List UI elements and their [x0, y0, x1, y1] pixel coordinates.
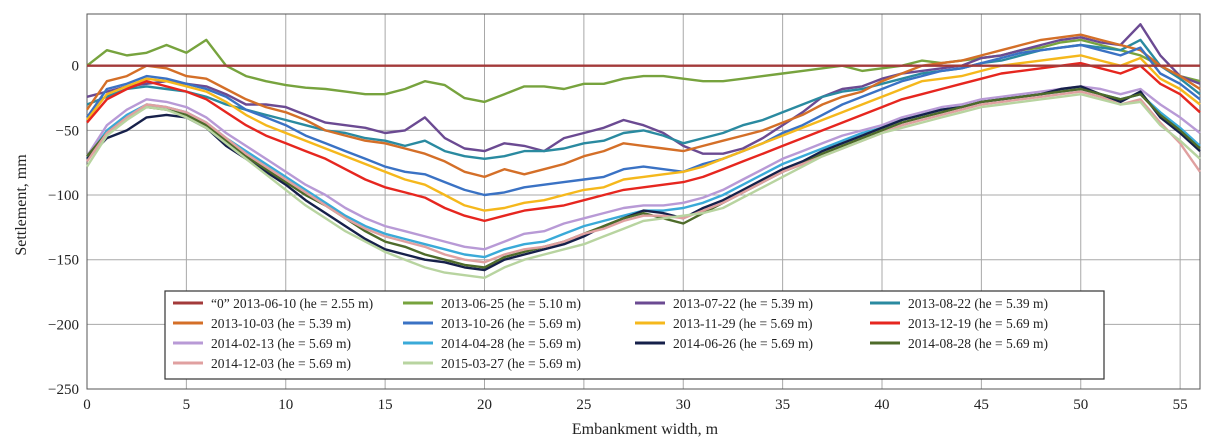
- y-tick-label: −200: [48, 317, 79, 333]
- x-tick-label: 40: [875, 397, 890, 413]
- legend-label: 2014-08-28 (he = 5.69 m): [908, 336, 1048, 351]
- legend-label: 2013-06-25 (he = 5.10 m): [441, 296, 581, 311]
- legend-box: [164, 290, 1105, 380]
- x-tick-label: 50: [1073, 397, 1088, 413]
- series-line: [86, 23, 1201, 155]
- series-line: [86, 87, 1201, 259]
- series-line: [86, 43, 1201, 197]
- y-tick-label: −150: [48, 253, 79, 269]
- x-tick-label: 55: [1173, 397, 1188, 413]
- axes: 0 5 10 15 20 25 30 35 40 45 50 55 0 −50 −100 −150 −200 −2…: [48, 13, 1201, 413]
- series-line: [86, 87, 1201, 269]
- x-tick-label: 10: [278, 397, 293, 413]
- legend-label: 2013-07-22 (he = 5.39 m): [673, 296, 813, 311]
- legend-label: 2013-11-29 (he = 5.69 m): [673, 316, 812, 331]
- y-axis-title: Settlement, mm: [13, 154, 30, 256]
- x-tick-label: 45: [974, 397, 989, 413]
- x-axis-title: Embankment width, m: [572, 421, 719, 438]
- y-tick-label: −50: [56, 123, 79, 139]
- legend-label: 2014-12-03 (he = 5.69 m): [211, 356, 351, 371]
- y-tick-label: −100: [48, 188, 79, 204]
- series-line: [86, 33, 1201, 179]
- legend-label: 2014-06-26 (he = 5.69 m): [673, 336, 813, 351]
- x-tick-label: 25: [576, 397, 591, 413]
- x-tick-label: 20: [477, 397, 492, 413]
- series-line: [86, 38, 1201, 161]
- legend-label: 2015-03-27 (he = 5.69 m): [441, 356, 581, 371]
- legend-label: 2013-08-22 (he = 5.39 m): [908, 296, 1048, 311]
- x-tick-label: 0: [83, 397, 91, 413]
- legend: “0” 2013-06-10 (he = 2.55 m) 2013-06-25 (…: [164, 290, 1105, 380]
- legend-label: “0” 2013-06-10 (he = 2.55 m): [211, 296, 373, 311]
- legend-label: 2013-12-19 (he = 5.69 m): [908, 316, 1048, 331]
- x-tick-label: 35: [775, 397, 790, 413]
- x-tick-label: 5: [183, 397, 191, 413]
- x-tick-label: 15: [378, 397, 393, 413]
- y-tick-label: −250: [48, 382, 79, 398]
- series-line: [86, 54, 1201, 212]
- legend-label: 2013-10-26 (he = 5.69 m): [441, 316, 581, 331]
- plot-frame: [86, 13, 1201, 390]
- series-line: [86, 61, 1201, 223]
- legend-label: 2013-10-03 (he = 5.39 m): [211, 316, 351, 331]
- x-tick-label: 30: [676, 397, 691, 413]
- series-line: [86, 90, 1201, 264]
- series-line: [85, 92, 1201, 279]
- series-lines: [85, 23, 1201, 279]
- y-tick-label: 0: [72, 59, 80, 75]
- series-line: [85, 85, 1201, 251]
- legend-label: 2014-04-28 (he = 5.69 m): [441, 336, 581, 351]
- legend-label: 2014-02-13 (he = 5.69 m): [211, 336, 351, 351]
